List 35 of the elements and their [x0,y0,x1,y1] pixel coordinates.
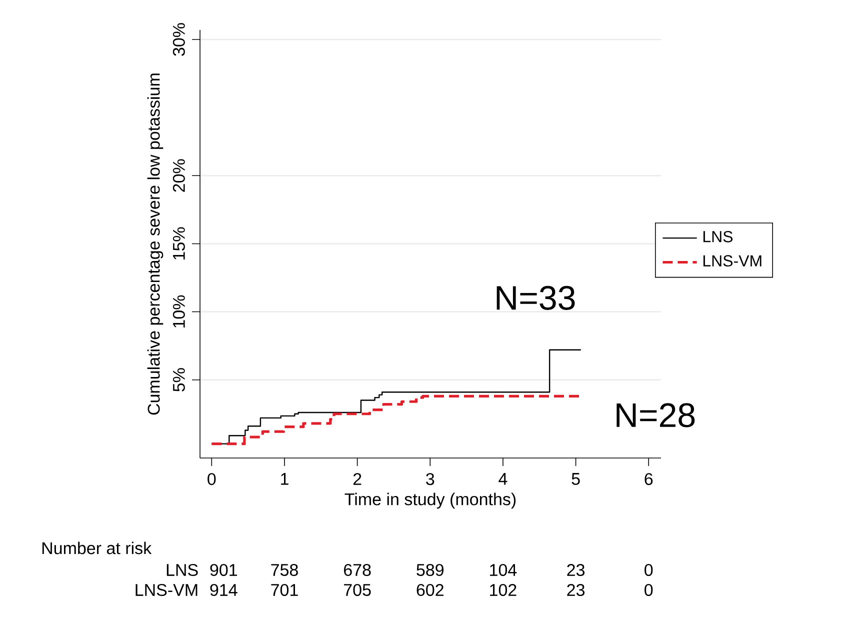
y-tick-label: 5% [172,368,185,392]
text: LNS [166,564,198,576]
y-axis-title: Cumulative percentage severe low potassium [147,74,164,415]
text: 705 [344,584,371,596]
text: 678 [344,564,371,576]
legend-label: LNS-VM [703,255,762,266]
text: 589 [416,564,444,576]
text: Number at risk [42,542,152,554]
text: 0 [644,564,653,576]
text: 104 [490,564,517,576]
x-tick-label: 2 [353,473,362,485]
y-tick-label: 10% [172,295,185,328]
y-tick-label: 30% [172,23,185,56]
text: 602 [416,584,444,596]
x-tick-label: 5 [572,473,580,485]
text: 914 [210,584,238,596]
text: LNS-VM [136,584,198,596]
y-tick-label: 15% [172,227,185,260]
text: 901 [210,564,238,576]
y-tick-label: 20% [172,159,185,192]
annotation: N=28 [616,403,695,428]
x-tick-label: 3 [426,473,434,486]
x-tick-label: 1 [281,473,288,485]
annotation: N=33 [496,286,575,310]
x-tick-label: 6 [644,473,653,486]
text: 102 [490,584,516,596]
x-axis-title: Time in study (months) [344,492,516,509]
x-tick-label: 0 [208,473,216,486]
text: 23 [567,584,585,596]
text: 23 [567,564,585,576]
text: 0 [644,584,653,596]
x-tick-label: 4 [498,473,508,485]
text: 758 [271,564,298,576]
text: 701 [271,584,298,596]
legend-label: LNS [703,230,733,242]
